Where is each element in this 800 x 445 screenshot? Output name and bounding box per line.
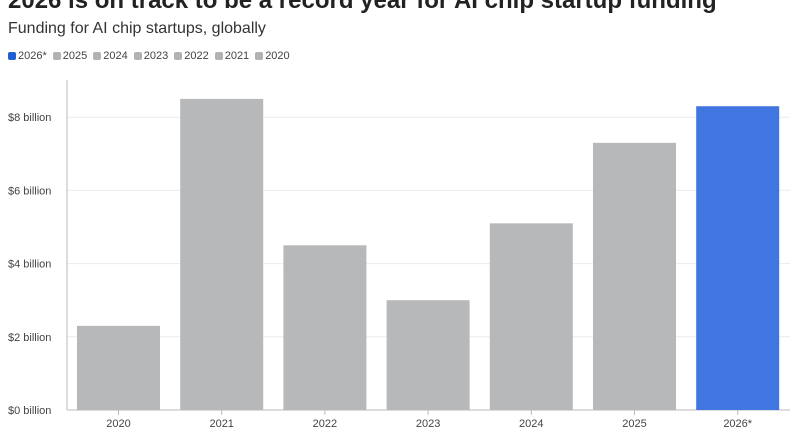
x-tick-label: 2023 [416,418,440,430]
legend-item: 2025 [52,49,88,63]
y-tick-label: $6 billion [8,185,51,197]
legend-swatch [133,52,142,60]
legend-swatch [93,52,102,60]
bar [489,223,573,410]
bar [696,106,780,410]
legend-item: 2020 [255,49,290,63]
bar [77,325,160,410]
x-tick-label: 2020 [106,418,130,430]
legend-swatch [52,52,61,60]
legend-label: 2023 [143,50,169,62]
legend-label: 2020 [265,50,290,62]
legend-swatch [8,52,16,60]
chart-subtitle: Funding for AI chip startups, globally [8,20,266,37]
x-tick-label: 2022 [313,418,337,430]
chart-legend: 2026* 2025 2024 2023 2022 2021 2020 [8,49,290,63]
legend-label: 2025 [62,50,88,62]
y-tick-label: $2 billion [8,332,51,344]
legend-item: 2024 [93,49,128,63]
legend-swatch [255,52,264,60]
x-tick-label: 2024 [519,418,543,430]
legend-item: 2021 [214,49,250,63]
legend-label: 2024 [103,50,128,62]
legend-swatch [214,52,223,60]
bar [283,245,367,410]
legend-swatch [174,52,183,60]
legend-item: 2026* [8,49,47,63]
legend-label: 2026* [18,50,47,62]
y-tick-label: $4 billion [8,259,51,271]
bar [386,300,470,410]
legend-item: 2023 [133,49,169,63]
x-tick-label: 2021 [209,418,233,430]
legend-label: 2021 [224,50,250,62]
y-tick-label: $0 billion [8,405,51,417]
chart-title: 2026 is on track to be a record year for… [8,0,717,14]
legend-label: 2022 [184,50,209,62]
legend-item: 2022 [174,49,209,63]
bar [180,98,264,411]
x-tick-label: 2025 [622,418,646,430]
bar [593,142,676,410]
y-tick-label: $8 billion [8,112,51,124]
x-tick-label: 2026* [723,418,752,430]
